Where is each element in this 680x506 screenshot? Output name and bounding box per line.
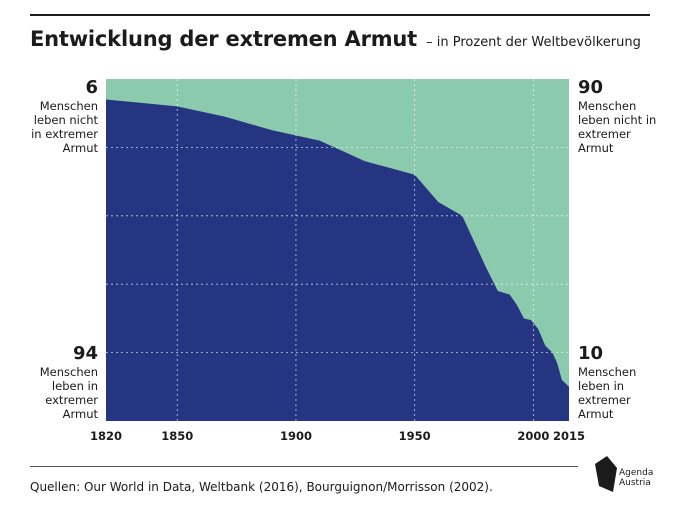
source-note: Quellen: Our World in Data, Weltbank (20… bbox=[30, 480, 493, 494]
logo-text-line-2: Austria bbox=[619, 478, 651, 488]
x-tick-label: 1950 bbox=[399, 429, 431, 443]
x-tick-label: 2015 bbox=[553, 429, 585, 443]
left-bottom-label: 94 Menschen leben in extremer Armut bbox=[30, 343, 98, 422]
right-bottom-text: Menschen leben in extremer Armut bbox=[578, 365, 637, 421]
top-rule bbox=[30, 14, 650, 16]
x-axis-tick-labels: 1820 1850 1900 1950 2000 2015 bbox=[90, 429, 585, 443]
extreme-poverty-area bbox=[106, 99, 569, 421]
right-top-value: 90 bbox=[578, 77, 604, 98]
x-tick-label: 2000 bbox=[517, 429, 549, 443]
grid-lines bbox=[106, 79, 569, 421]
title-row: Entwicklung der extremen Armut – in Proz… bbox=[30, 27, 641, 51]
bottom-rule bbox=[30, 466, 578, 467]
chart-title: Entwicklung der extremen Armut bbox=[30, 27, 418, 51]
left-top-text: Menschen leben nicht in extremer Armut bbox=[31, 99, 98, 155]
x-tick-label: 1820 bbox=[90, 429, 122, 443]
x-tick-label: 1850 bbox=[161, 429, 193, 443]
logo-text-line-1: Agenda bbox=[619, 468, 654, 478]
left-top-label: 6 Menschen leben nicht in extremer Armut bbox=[30, 77, 98, 156]
chart-subtitle: – in Prozent der Weltbevölkerung bbox=[426, 35, 641, 50]
x-tick-label: 1900 bbox=[280, 429, 312, 443]
right-top-text: Menschen leben nicht in extremer Armut bbox=[578, 99, 657, 155]
right-bottom-label: 10 Menschen leben in extremer Armut bbox=[578, 343, 668, 422]
left-top-value: 6 bbox=[85, 77, 98, 98]
left-bottom-value: 94 bbox=[72, 343, 98, 364]
left-bottom-text: Menschen leben in extremer Armut bbox=[39, 365, 98, 421]
right-bottom-value: 10 bbox=[578, 343, 604, 364]
agenda-austria-logo-icon bbox=[595, 456, 617, 492]
right-top-label: 90 Menschen leben nicht in extremer Armu… bbox=[578, 77, 668, 156]
logo-text: Agenda Austria bbox=[619, 468, 653, 488]
